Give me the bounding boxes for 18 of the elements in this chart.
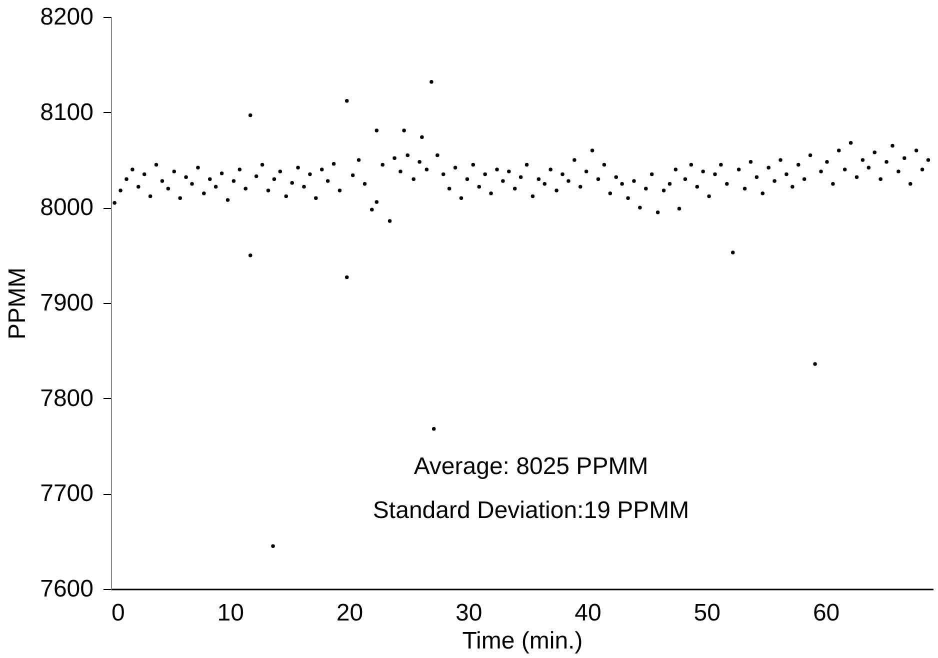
y-tick-label: 7800 xyxy=(40,384,94,412)
y-tick-label: 7700 xyxy=(40,480,94,508)
x-tick-label: 10 xyxy=(217,600,244,626)
x-tick-label: 60 xyxy=(812,600,840,626)
annotation: Standard Deviation:19 PPMM xyxy=(372,497,690,524)
y-tick-label: 7600 xyxy=(40,576,94,602)
x-tick-label: 50 xyxy=(694,600,721,626)
y-tick-label: 8000 xyxy=(40,194,94,222)
x-tick-label: 40 xyxy=(574,600,602,626)
annotation: Average: 8025 PPMM xyxy=(414,453,648,480)
x-tick-label: 30 xyxy=(456,600,482,626)
x-tick-label: 0 xyxy=(112,600,125,626)
x-axis-title: Time (min.) xyxy=(462,628,583,654)
y-tick-label: 8100 xyxy=(40,98,94,126)
y-tick-label: 8200 xyxy=(40,4,94,30)
y-tick-label: 7900 xyxy=(40,290,94,316)
y-axis-title: PPMM xyxy=(4,268,32,340)
x-tick-label: 20 xyxy=(336,600,364,626)
